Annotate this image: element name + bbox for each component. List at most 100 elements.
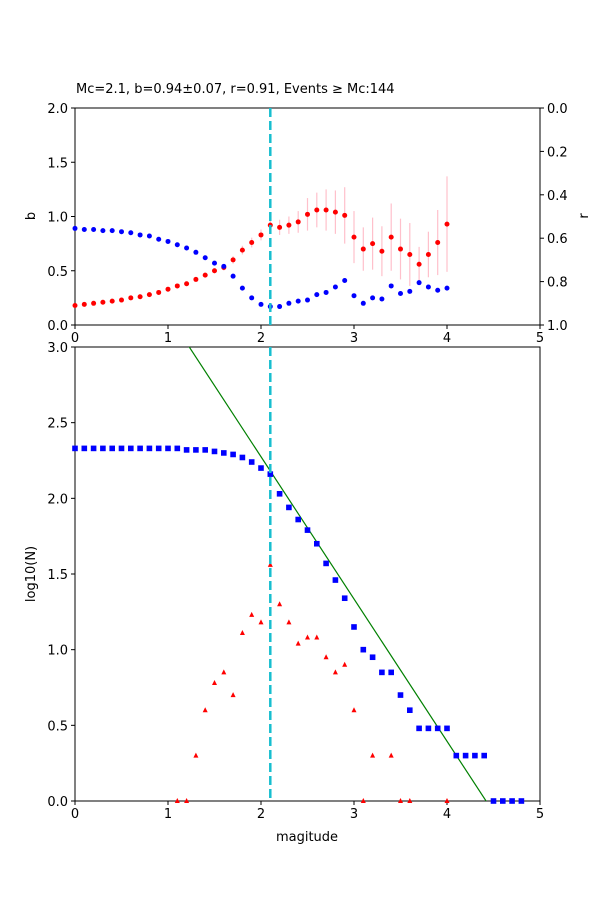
b-value-point: [444, 221, 450, 227]
r-value-point: [184, 245, 190, 251]
r-value-point: [323, 289, 329, 295]
b-value-point: [323, 207, 329, 213]
b-value-point: [425, 251, 431, 257]
r-value-point: [295, 298, 301, 304]
b-value-point: [398, 246, 403, 252]
b-value-point: [165, 286, 171, 292]
top-ylabel: b: [24, 212, 39, 220]
r-value-point: [370, 295, 376, 301]
bottom-ytick-label: 0.5: [47, 719, 68, 734]
noncumulative-point: [174, 798, 180, 803]
b-value-point: [202, 272, 208, 278]
cumulative-point: [183, 447, 190, 453]
r-value-point: [174, 242, 180, 248]
noncumulative-point: [230, 692, 236, 698]
cumulative-point: [90, 445, 97, 452]
b-value-point: [239, 247, 245, 253]
cumulative-point: [332, 577, 339, 583]
noncumulative-point: [249, 611, 255, 617]
cumulative-point: [462, 752, 469, 759]
cumulative-point: [416, 725, 422, 732]
cumulative-point: [230, 451, 236, 458]
bottom-xtick-label: 4: [443, 807, 451, 822]
b-value-point: [193, 276, 199, 282]
r-value-point: [258, 301, 264, 307]
b-value-point: [212, 268, 217, 274]
r-value-point: [277, 304, 283, 310]
cumulative-point: [239, 454, 246, 461]
top-ytick-right-label: 0.6: [547, 232, 568, 247]
r-value-point: [230, 273, 236, 279]
bottom-ytick-label: 2.5: [47, 417, 68, 432]
cumulative-point: [276, 490, 283, 497]
r-value-point: [314, 292, 320, 298]
noncumulative-point: [398, 798, 403, 803]
bottom-xtick-label: 3: [350, 807, 358, 822]
cumulative-point: [351, 624, 357, 630]
r-value-point: [81, 227, 87, 233]
b-value-point: [351, 234, 357, 240]
noncumulative-point: [323, 654, 329, 660]
bottom-ytick-label: 1.5: [47, 568, 68, 583]
cumulative-point: [174, 445, 181, 452]
bottom-xtick-label: 2: [257, 807, 265, 822]
cumulative-point: [490, 798, 497, 804]
r-value-point: [342, 278, 348, 284]
b-value-point: [184, 281, 190, 287]
r-value-point: [388, 283, 394, 289]
r-value-point: [119, 229, 124, 235]
top-xtick-label: 5: [536, 331, 544, 346]
b-value-point: [230, 257, 236, 263]
cumulative-point: [500, 798, 506, 804]
cumulative-point: [286, 504, 292, 511]
cumulative-point: [481, 752, 487, 759]
cumulative-point: [379, 669, 385, 676]
bottom-ytick-label: 2.0: [47, 492, 68, 507]
b-value-point: [156, 289, 162, 295]
noncumulative-point: [295, 640, 301, 646]
top-xtick-label: 4: [443, 331, 451, 346]
b-value-point: [109, 298, 115, 304]
b-value-point: [174, 283, 180, 289]
r-value-point: [286, 300, 292, 306]
b-value-point: [249, 240, 255, 246]
noncumulative-point: [360, 798, 366, 803]
cumulative-point: [453, 752, 460, 759]
cumulative-point: [155, 445, 162, 452]
noncumulative-point: [184, 798, 190, 803]
bottom-xtick-label: 0: [71, 807, 79, 822]
b-value-point: [305, 211, 310, 217]
cumulative-point: [369, 654, 376, 661]
r-value-point: [435, 287, 441, 293]
b-value-point: [407, 251, 413, 257]
b-value-point: [360, 246, 366, 252]
bottom-frame: [74, 346, 541, 802]
cumulative-point: [258, 465, 264, 471]
top-ytick-right-label: 0.0: [547, 102, 568, 117]
noncumulative-point: [342, 661, 348, 667]
cumulative-point: [81, 445, 88, 452]
top-xtick-label: 2: [257, 331, 265, 346]
top-ytick-right-label: 0.4: [547, 189, 568, 204]
cumulative-point: [211, 448, 218, 455]
b-value-point: [137, 294, 143, 300]
r-value-point: [156, 236, 162, 242]
cumulative-point: [221, 450, 227, 456]
b-value-point: [342, 212, 348, 218]
top-ytick-label: 1.5: [47, 156, 68, 171]
top-ytick-label: 2.0: [47, 102, 68, 117]
noncumulative-point: [407, 798, 413, 803]
bottom-xlabel: magitude: [276, 830, 338, 845]
cumulative-point: [434, 725, 441, 732]
cumulative-point: [425, 725, 432, 732]
b-value-point: [416, 261, 422, 267]
b-value-point: [258, 232, 264, 238]
noncumulative-point: [388, 752, 394, 758]
r-value-point: [100, 228, 106, 234]
noncumulative-point: [221, 669, 227, 675]
r-value-point: [212, 260, 217, 266]
r-value-point: [109, 228, 115, 234]
cumulative-point: [100, 445, 106, 452]
r-value-point: [193, 249, 199, 255]
top-ytick-right-label: 1.0: [547, 319, 568, 334]
